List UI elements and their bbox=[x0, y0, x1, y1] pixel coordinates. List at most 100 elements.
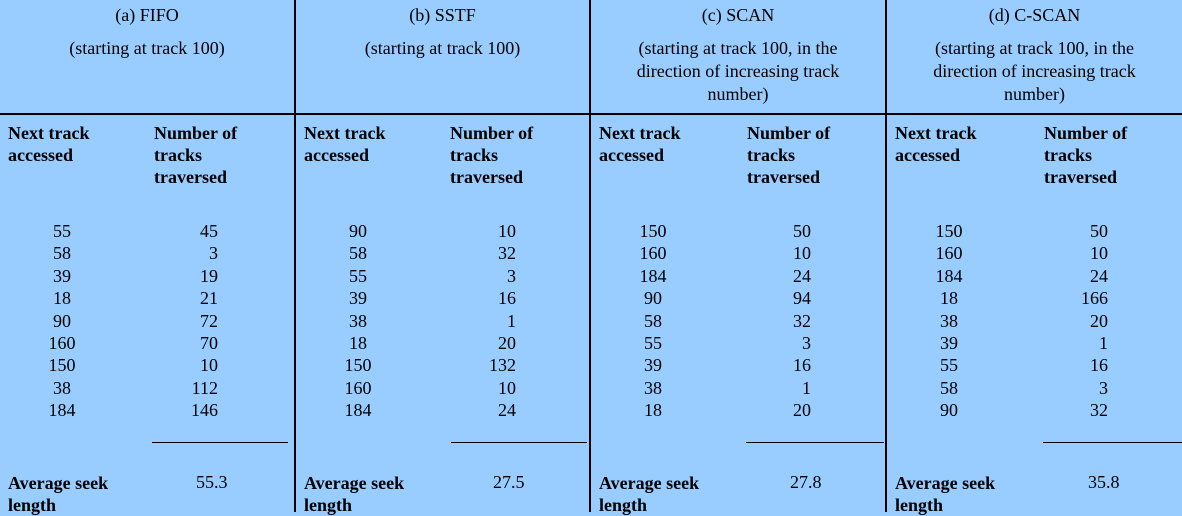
tracks-traversed-value: 70 bbox=[200, 332, 218, 353]
next-track-value: 39 bbox=[349, 288, 367, 309]
average-seek-value: 27.5 bbox=[493, 472, 525, 492]
average-seek-value: 35.8 bbox=[1088, 472, 1120, 492]
next-track-value: 150 bbox=[344, 355, 372, 376]
panel-subtitle: (starting at track 100) bbox=[69, 38, 225, 58]
tracks-traversed-value: 166 bbox=[1081, 288, 1108, 309]
column-header-next-track: Next track accessed bbox=[304, 123, 386, 165]
tracks-traversed-value: 20 bbox=[793, 400, 811, 421]
next-track-value: 58 bbox=[53, 243, 71, 264]
next-track-value: 184 bbox=[344, 400, 372, 421]
tracks-traversed-value: 50 bbox=[793, 221, 811, 241]
column-header-tracks-traversed: Number of tracks traversed bbox=[1044, 123, 1128, 187]
panel-subtitle: (starting at track 100, in the direction… bbox=[636, 38, 840, 104]
panel-subtitle: (starting at track 100) bbox=[364, 38, 521, 58]
tracks-traversed-value: 16 bbox=[793, 355, 811, 376]
next-track-column: 150 160 184 18 38 39 55 58 90 bbox=[909, 220, 989, 422]
tracks-traversed-value: 3 bbox=[1099, 377, 1108, 398]
panel-header: (d) C-SCAN (starting at track 100, in th… bbox=[887, 0, 1182, 112]
average-seek-value: 55.3 bbox=[196, 472, 228, 492]
next-track-value: 160 bbox=[344, 377, 372, 398]
next-track-value: 58 bbox=[940, 377, 958, 398]
next-track-value: 39 bbox=[940, 332, 958, 353]
next-track-value: 58 bbox=[349, 243, 367, 264]
tracks-traversed-value: 32 bbox=[1090, 400, 1108, 421]
tracks-traversed-column: 50 10 24 94 32 3 16 1 20 bbox=[731, 220, 811, 422]
column-header-next-track: Next track accessed bbox=[8, 123, 90, 165]
sum-rule bbox=[451, 442, 587, 443]
tracks-traversed-value: 3 bbox=[507, 265, 516, 286]
column-header-next-track: Next track accessed bbox=[599, 123, 681, 165]
tracks-traversed-value: 3 bbox=[802, 332, 811, 353]
average-seek-label: Average seek length bbox=[599, 473, 700, 515]
average-seek-value: 27.8 bbox=[790, 472, 822, 492]
next-track-value: 18 bbox=[940, 288, 958, 309]
panel-subtitle: (starting at track 100, in the direction… bbox=[933, 38, 1136, 104]
average-seek-label: Average seek length bbox=[895, 473, 996, 515]
panel-title: (a) FIFO bbox=[115, 5, 179, 25]
next-track-value: 150 bbox=[639, 221, 667, 241]
column-header-next-track: Next track accessed bbox=[895, 123, 977, 165]
next-track-value: 38 bbox=[940, 310, 958, 331]
tracks-traversed-column: 10 32 3 16 1 20 132 10 24 bbox=[436, 220, 516, 422]
tracks-traversed-value: 20 bbox=[1090, 310, 1108, 331]
tracks-traversed-value: 10 bbox=[1090, 243, 1108, 264]
next-track-value: 55 bbox=[644, 332, 662, 353]
tracks-traversed-value: 20 bbox=[498, 332, 516, 353]
next-track-value: 90 bbox=[349, 221, 367, 241]
panel-title: (c) SCAN bbox=[701, 5, 775, 25]
next-track-value: 90 bbox=[53, 310, 71, 331]
tracks-traversed-value: 32 bbox=[793, 310, 811, 331]
header-divider bbox=[591, 113, 885, 115]
tracks-traversed-value: 50 bbox=[1090, 221, 1108, 241]
tracks-traversed-value: 16 bbox=[1090, 355, 1108, 376]
next-track-value: 160 bbox=[935, 243, 963, 264]
tracks-traversed-value: 132 bbox=[489, 355, 516, 376]
tracks-traversed-value: 24 bbox=[498, 400, 516, 421]
panel-header: (a) FIFO (starting at track 100) bbox=[0, 0, 294, 112]
next-track-value: 55 bbox=[349, 265, 367, 286]
next-track-value: 58 bbox=[644, 310, 662, 331]
tracks-traversed-value: 1 bbox=[507, 310, 516, 331]
next-track-value: 184 bbox=[935, 265, 963, 286]
next-track-column: 90 58 55 39 38 18 150 160 184 bbox=[318, 220, 398, 422]
next-track-value: 18 bbox=[349, 332, 367, 353]
header-divider bbox=[0, 113, 294, 115]
tracks-traversed-value: 1 bbox=[1099, 332, 1108, 353]
sum-rule bbox=[152, 442, 288, 443]
next-track-value: 38 bbox=[53, 377, 71, 398]
next-track-column: 55 58 39 18 90 160 150 38 184 bbox=[22, 220, 102, 422]
tracks-traversed-value: 72 bbox=[200, 310, 218, 331]
column-header-tracks-traversed: Number of tracks traversed bbox=[154, 123, 238, 187]
tracks-traversed-value: 10 bbox=[498, 221, 516, 241]
header-divider bbox=[296, 113, 589, 115]
tracks-traversed-value: 146 bbox=[191, 400, 218, 421]
next-track-value: 184 bbox=[639, 265, 667, 286]
next-track-value: 90 bbox=[940, 400, 958, 421]
next-track-value: 90 bbox=[644, 288, 662, 309]
average-seek-label: Average seek length bbox=[304, 473, 405, 515]
panel-header: (c) SCAN (starting at track 100, in the … bbox=[591, 0, 885, 112]
tracks-traversed-value: 24 bbox=[793, 265, 811, 286]
tracks-traversed-value: 10 bbox=[498, 377, 516, 398]
tracks-traversed-value: 10 bbox=[200, 355, 218, 376]
next-track-value: 150 bbox=[935, 221, 963, 241]
tracks-traversed-value: 3 bbox=[209, 243, 218, 264]
sum-rule bbox=[1043, 442, 1182, 443]
next-track-value: 160 bbox=[48, 332, 76, 353]
tracks-traversed-value: 10 bbox=[793, 243, 811, 264]
next-track-value: 55 bbox=[53, 221, 71, 241]
tracks-traversed-column: 50 10 24 166 20 1 16 3 32 bbox=[1028, 220, 1108, 422]
next-track-value: 18 bbox=[644, 400, 662, 421]
header-divider bbox=[887, 113, 1182, 115]
panel-c-scan: (d) C-SCAN (starting at track 100, in th… bbox=[885, 0, 1182, 515]
tracks-traversed-value: 94 bbox=[793, 288, 811, 309]
panel-sstf: (b) SSTF (starting at track 100) Next tr… bbox=[294, 0, 589, 515]
next-track-value: 55 bbox=[940, 355, 958, 376]
next-track-value: 38 bbox=[644, 377, 662, 398]
panel-fifo: (a) FIFO (starting at track 100) Next tr… bbox=[0, 0, 294, 515]
panel-header: (b) SSTF (starting at track 100) bbox=[296, 0, 589, 112]
tracks-traversed-value: 21 bbox=[200, 288, 218, 309]
tracks-traversed-value: 112 bbox=[191, 377, 218, 398]
next-track-value: 39 bbox=[644, 355, 662, 376]
